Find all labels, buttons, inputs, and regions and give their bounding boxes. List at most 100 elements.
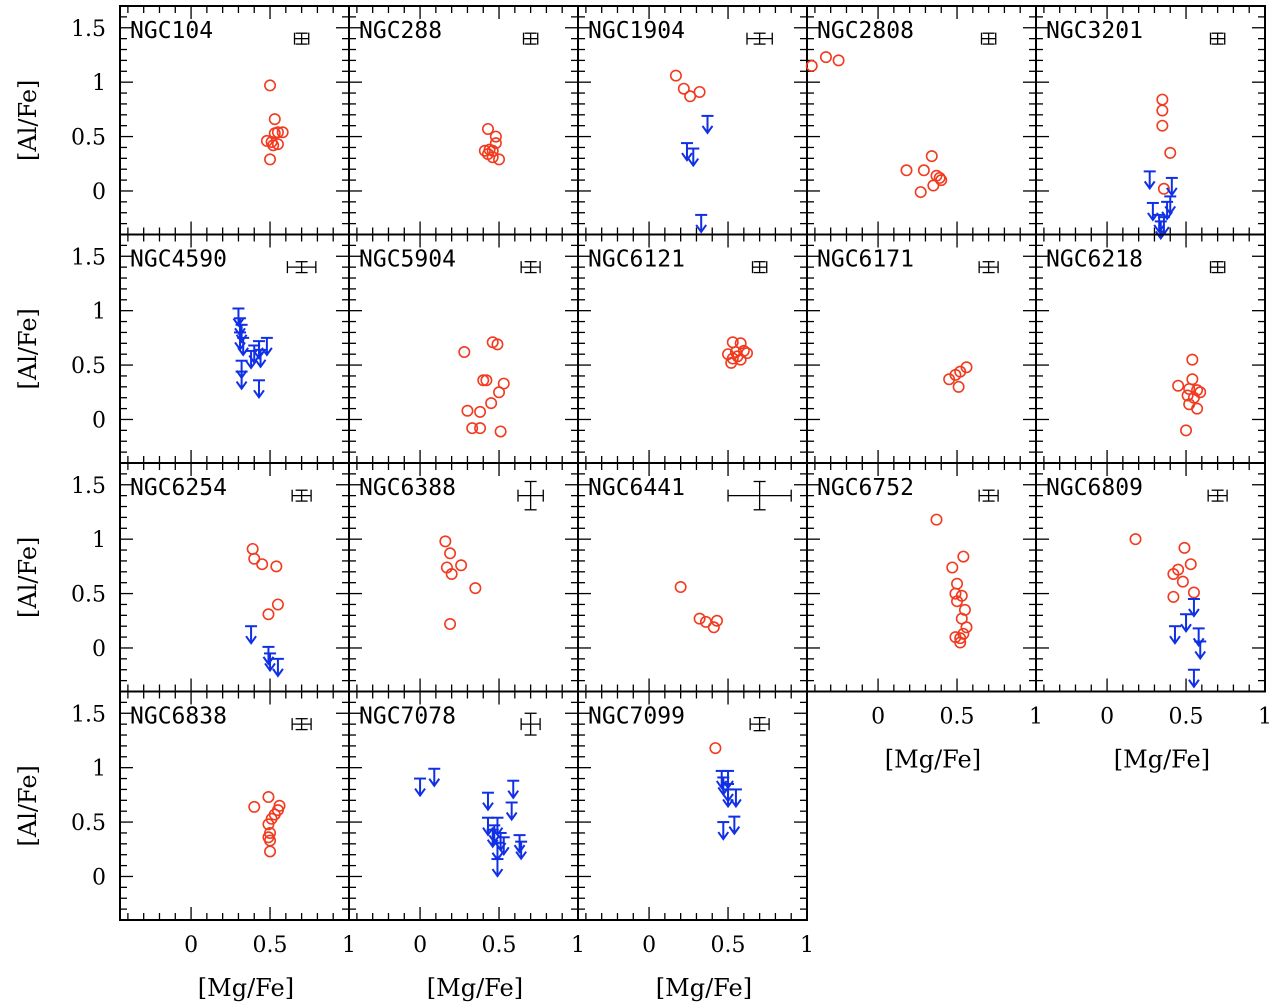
- panel-name: NGC6121: [588, 247, 685, 273]
- upper-limit-head: [1153, 224, 1165, 234]
- measurement-point: [832, 54, 845, 67]
- y-tick-label: 1.5: [71, 474, 106, 499]
- panel-ngc7078: NGC7078: [348, 690, 579, 921]
- measurement-point: [900, 164, 913, 177]
- upper-limit-head: [1180, 623, 1192, 633]
- upper-limit-head: [253, 350, 265, 360]
- upper-limit-head: [730, 798, 742, 809]
- measurement-point: [677, 82, 690, 95]
- upper-limit-arrow: [497, 836, 510, 857]
- upper-limit-arrow: [232, 307, 245, 328]
- upper-limit-arrow: [271, 657, 284, 678]
- upper-limit-head: [515, 851, 527, 861]
- panel-ngc6809: NGC6809: [1035, 462, 1266, 693]
- upper-limit-head: [245, 635, 257, 645]
- measurement-point: [957, 550, 970, 563]
- y-axis-title: [Al/Fe]: [14, 537, 42, 618]
- upper-limit-head: [513, 844, 526, 854]
- panels-group: NGC104 NGC288 NGC1904 NGC2808 NGC3201 NGC4590…: [119, 5, 1266, 921]
- measurement-point: [914, 186, 927, 199]
- measurement-point: [262, 791, 275, 804]
- upper-limit-arrow: [234, 331, 247, 352]
- y-axis-title: [Al/Fe]: [14, 80, 42, 161]
- measurement-point: [489, 130, 502, 143]
- measurement-point: [1172, 379, 1185, 392]
- measurement-point: [1178, 541, 1191, 554]
- measurement-point: [1186, 373, 1199, 386]
- panel-ngc6254: NGC6254: [119, 462, 350, 693]
- measurement-point: [1164, 146, 1177, 159]
- measurement-point: [1156, 93, 1169, 106]
- upper-limit-arrow: [507, 779, 520, 800]
- panel-frame: [1035, 462, 1266, 693]
- upper-limit-head: [1188, 679, 1200, 689]
- upper-limit-head: [254, 359, 267, 369]
- measurement-point: [1180, 424, 1193, 437]
- upper-limit-head: [1188, 608, 1200, 618]
- measurement-point: [248, 552, 261, 565]
- y-axis-labels: 0 0.5 1 1.5 [Al/Fe] 0 0.5 1 1.5 [Al/Fe] 0 0.5 1 1.5 [A…: [14, 17, 106, 891]
- measurement-point: [1191, 384, 1204, 397]
- measurement-point: [461, 404, 474, 417]
- x-axis-title: [Mg/Fe]: [427, 974, 523, 1002]
- measurement-point: [1176, 575, 1189, 588]
- measurement-point: [1157, 182, 1170, 195]
- measurement-point: [1191, 402, 1204, 415]
- measurement-point: [271, 126, 284, 139]
- measurement-point: [271, 598, 284, 611]
- upper-limit-arrow: [1194, 640, 1207, 661]
- upper-limit-head: [728, 826, 741, 836]
- upper-limit-arrow: [254, 348, 267, 369]
- measurement-point: [264, 79, 277, 92]
- y-tick-label: 0.5: [71, 583, 106, 608]
- x-tick-label: 0.5: [711, 933, 746, 958]
- measurement-point: [669, 69, 682, 82]
- measurement-point: [262, 608, 275, 621]
- measurement-point: [710, 614, 723, 627]
- y-tick-label: 0.5: [71, 126, 106, 151]
- panel-ngc7099: NGC7099: [577, 690, 808, 921]
- upper-limit-head: [414, 787, 426, 798]
- y-tick-label: 1.5: [71, 17, 106, 42]
- upper-limit-arrow: [481, 791, 494, 812]
- upper-limit-head: [1194, 650, 1207, 661]
- measurement-point: [248, 800, 261, 813]
- upper-limit-arrow: [695, 213, 708, 234]
- upper-limit-arrow: [1180, 613, 1193, 633]
- upper-limit-arrow: [1187, 598, 1200, 618]
- panel-ngc2808: NGC2808: [805, 5, 1037, 236]
- measurement-point: [466, 422, 479, 435]
- measurement-point: [1186, 353, 1199, 366]
- upper-limit-arrow: [1192, 627, 1205, 648]
- x-tick-label: 1: [1029, 705, 1043, 730]
- panel-ngc1904: NGC1904: [577, 5, 808, 236]
- upper-limit-head: [507, 790, 520, 800]
- x-axis-title: [Mg/Fe]: [198, 974, 294, 1002]
- upper-limit-arrow: [701, 114, 714, 135]
- y-tick-label: 1.5: [71, 245, 106, 270]
- measurement-point: [674, 581, 687, 594]
- upper-limit-head: [701, 125, 714, 135]
- panel-name: NGC6388: [359, 475, 456, 501]
- upper-limit-arrow: [729, 788, 742, 809]
- measurement-point: [954, 636, 967, 649]
- upper-limit-arrow: [491, 858, 504, 878]
- measurement-point: [494, 425, 507, 438]
- y-axis-title: [Al/Fe]: [14, 765, 42, 846]
- upper-limit-head: [245, 360, 257, 370]
- measurement-point: [256, 558, 269, 571]
- upper-limit-head: [681, 152, 693, 162]
- panel-ngc6838: NGC6838: [119, 690, 350, 921]
- x-tick-label: 0: [642, 933, 656, 958]
- panel-name: NGC4590: [130, 247, 227, 273]
- x-tick-label: 1: [571, 933, 585, 958]
- x-tick-label: 1: [800, 933, 814, 958]
- upper-limit-arrow: [505, 801, 518, 822]
- measurement-point: [264, 834, 277, 847]
- panel-ngc6441: NGC6441: [577, 462, 808, 693]
- panel-name: NGC3201: [1046, 18, 1143, 44]
- panel-name: NGC5904: [359, 247, 456, 273]
- panel-name: NGC7099: [588, 704, 685, 730]
- measurement-point: [917, 164, 930, 177]
- measurement-point: [491, 338, 504, 351]
